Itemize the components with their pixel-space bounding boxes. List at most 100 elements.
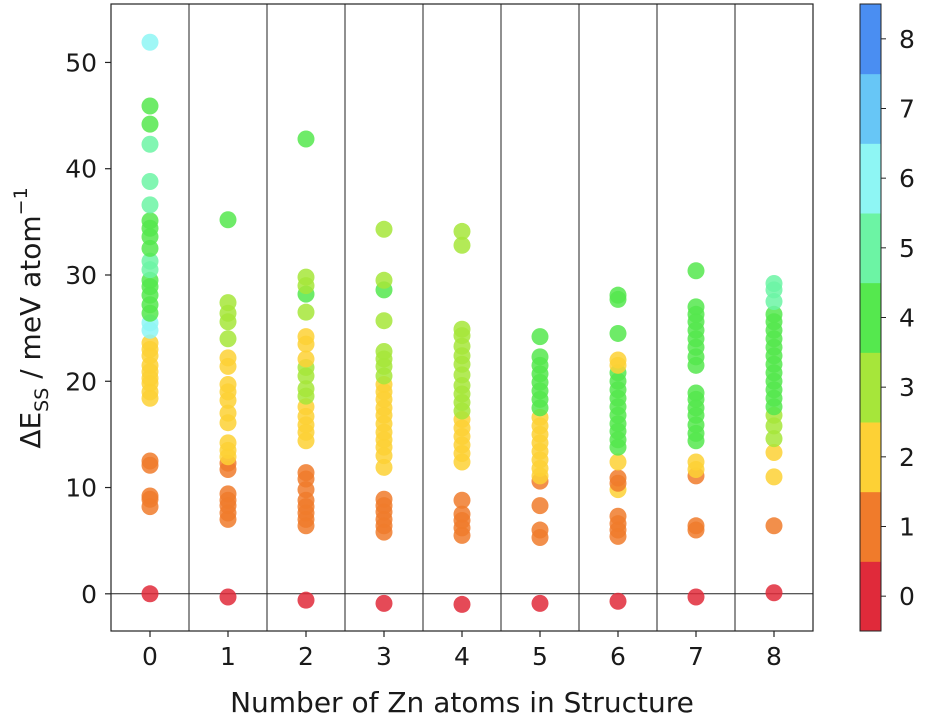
- data-point: [375, 343, 393, 361]
- data-points: [141, 33, 783, 613]
- data-point: [687, 298, 705, 316]
- data-point: [609, 351, 627, 369]
- y-tick-label: 20: [65, 367, 97, 396]
- data-point: [453, 491, 471, 509]
- colorbar-segment: [860, 491, 881, 562]
- data-point: [141, 452, 159, 470]
- data-point: [687, 453, 705, 471]
- y-axis-title-unit: / meV atom: [14, 215, 47, 387]
- data-point: [141, 97, 159, 115]
- colorbar-tick-label: 3: [899, 373, 915, 402]
- data-point: [375, 458, 393, 476]
- data-point: [141, 115, 159, 133]
- y-tick-label: 0: [81, 580, 97, 609]
- data-point: [297, 328, 315, 346]
- data-point: [609, 324, 627, 342]
- data-point: [765, 430, 783, 448]
- data-point: [297, 350, 315, 368]
- x-axis-ticks: 0 1 2 3 4 5 6 7 8: [142, 631, 782, 671]
- data-point: [453, 320, 471, 338]
- x-tick-label: 8: [766, 642, 782, 671]
- colorbar-segment: [860, 352, 881, 423]
- y-tick-label: 30: [65, 261, 97, 290]
- data-point: [765, 293, 783, 311]
- colorbar-segment: [860, 422, 881, 493]
- data-point: [375, 594, 393, 612]
- colorbar-segment: [860, 561, 881, 632]
- data-point: [453, 236, 471, 254]
- y-tick-label: 50: [65, 48, 97, 77]
- data-point: [687, 588, 705, 606]
- data-point: [141, 334, 159, 352]
- y-tick-label: 10: [65, 474, 97, 503]
- x-tick-label: 5: [532, 642, 548, 671]
- x-tick-label: 7: [688, 642, 704, 671]
- data-point: [609, 592, 627, 610]
- data-point: [219, 404, 237, 422]
- data-point: [375, 271, 393, 289]
- data-point: [297, 303, 315, 321]
- data-point: [453, 505, 471, 523]
- data-point: [141, 172, 159, 190]
- data-point: [141, 33, 159, 51]
- x-tick-label: 4: [454, 642, 470, 671]
- data-point: [297, 380, 315, 398]
- data-point: [219, 349, 237, 367]
- colorbar-segment: [860, 282, 881, 353]
- x-axis-title: Number of Zn atoms in Structure: [230, 686, 694, 719]
- data-point: [297, 464, 315, 482]
- data-point: [765, 305, 783, 323]
- y-axis-title-exponent: −1: [10, 187, 32, 215]
- data-point: [375, 312, 393, 330]
- data-point: [141, 487, 159, 505]
- data-point: [531, 348, 549, 366]
- data-point: [141, 239, 159, 257]
- colorbar-tick-label: 8: [899, 25, 915, 54]
- colorbar-segment: [860, 4, 881, 75]
- data-point: [375, 220, 393, 238]
- data-point: [531, 594, 549, 612]
- data-point: [297, 130, 315, 148]
- x-tick-label: 2: [298, 642, 314, 671]
- colorbar-tick-label: 4: [899, 304, 915, 333]
- data-point: [609, 469, 627, 487]
- data-point: [219, 330, 237, 348]
- data-point: [219, 485, 237, 503]
- data-point: [297, 268, 315, 286]
- data-point: [765, 274, 783, 292]
- data-point: [531, 497, 549, 515]
- data-point: [453, 595, 471, 613]
- colorbar-frame: [859, 3, 882, 632]
- data-point: [219, 375, 237, 393]
- data-point: [219, 211, 237, 229]
- data-point: [219, 588, 237, 606]
- x-tick-label: 6: [610, 642, 626, 671]
- colorbar-tick-label: 2: [899, 443, 915, 472]
- x-tick-label: 1: [220, 642, 236, 671]
- data-point: [609, 453, 627, 471]
- colorbar-tick-label: 5: [899, 234, 915, 263]
- data-point: [219, 434, 237, 452]
- data-point: [765, 584, 783, 602]
- data-point: [687, 384, 705, 402]
- data-point: [141, 585, 159, 603]
- data-point: [141, 196, 159, 214]
- colorbar-tick-label: 1: [899, 513, 915, 542]
- x-tick-label: 0: [142, 642, 158, 671]
- data-point: [141, 135, 159, 153]
- data-point: [687, 262, 705, 280]
- y-axis-ticks: 0 10 20 30 40 50: [65, 48, 111, 609]
- colorbar-segment: [860, 143, 881, 214]
- data-point: [375, 490, 393, 508]
- data-point: [297, 591, 315, 609]
- colorbar-tick-label: 0: [899, 582, 915, 611]
- y-axis-title: ΔESS / meV atom−1: [10, 187, 53, 448]
- colorbar-tick-label: 7: [899, 95, 915, 124]
- group-separators: [188, 4, 736, 631]
- data-point: [609, 286, 627, 304]
- colorbar-tick-label: 6: [899, 164, 915, 193]
- colorbar-segment: [860, 213, 881, 284]
- data-point: [765, 517, 783, 535]
- data-point: [141, 212, 159, 230]
